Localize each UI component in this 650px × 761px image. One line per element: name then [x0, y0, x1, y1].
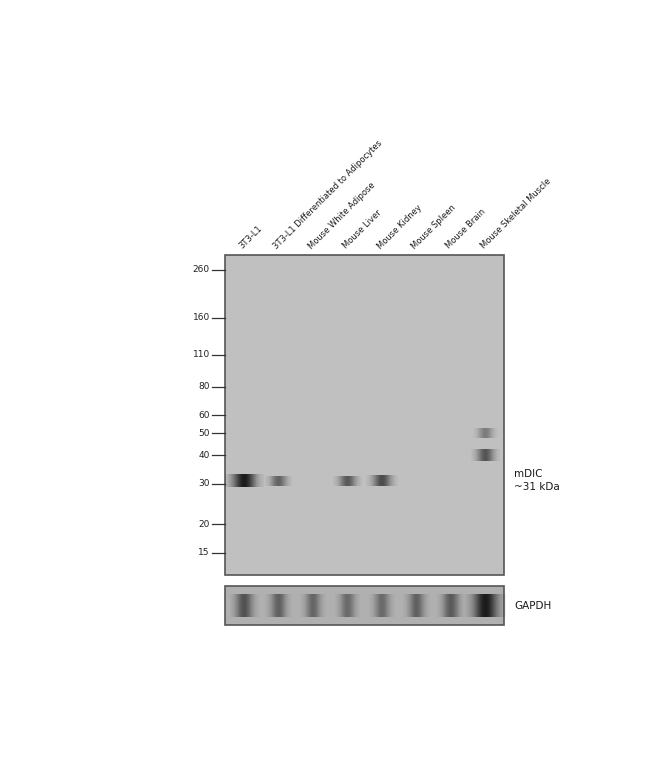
Text: mDIC
~31 kDa: mDIC ~31 kDa — [514, 469, 560, 492]
Text: 30: 30 — [198, 479, 210, 489]
Text: Mouse Brain: Mouse Brain — [445, 208, 488, 250]
Text: 110: 110 — [192, 350, 210, 359]
Text: Mouse White Adipose: Mouse White Adipose — [307, 180, 377, 250]
Text: Mouse Skeletal Muscle: Mouse Skeletal Muscle — [479, 177, 552, 250]
Text: 80: 80 — [198, 382, 210, 391]
Text: 15: 15 — [198, 548, 210, 557]
Text: 60: 60 — [198, 411, 210, 419]
Text: GAPDH: GAPDH — [514, 600, 552, 610]
Text: 50: 50 — [198, 428, 210, 438]
Text: Mouse Liver: Mouse Liver — [341, 209, 383, 250]
Text: 20: 20 — [198, 520, 210, 529]
Bar — [225, 256, 504, 575]
Text: 160: 160 — [192, 314, 210, 322]
Text: Mouse Spleen: Mouse Spleen — [410, 202, 458, 250]
Bar — [225, 587, 504, 625]
Text: 3T3-L1: 3T3-L1 — [238, 224, 264, 250]
Text: 260: 260 — [192, 265, 210, 274]
Text: 40: 40 — [198, 451, 210, 460]
Text: 3T3-L1 Differentiated to Adipocytes: 3T3-L1 Differentiated to Adipocytes — [272, 139, 385, 250]
Text: Mouse Kidney: Mouse Kidney — [376, 202, 424, 250]
